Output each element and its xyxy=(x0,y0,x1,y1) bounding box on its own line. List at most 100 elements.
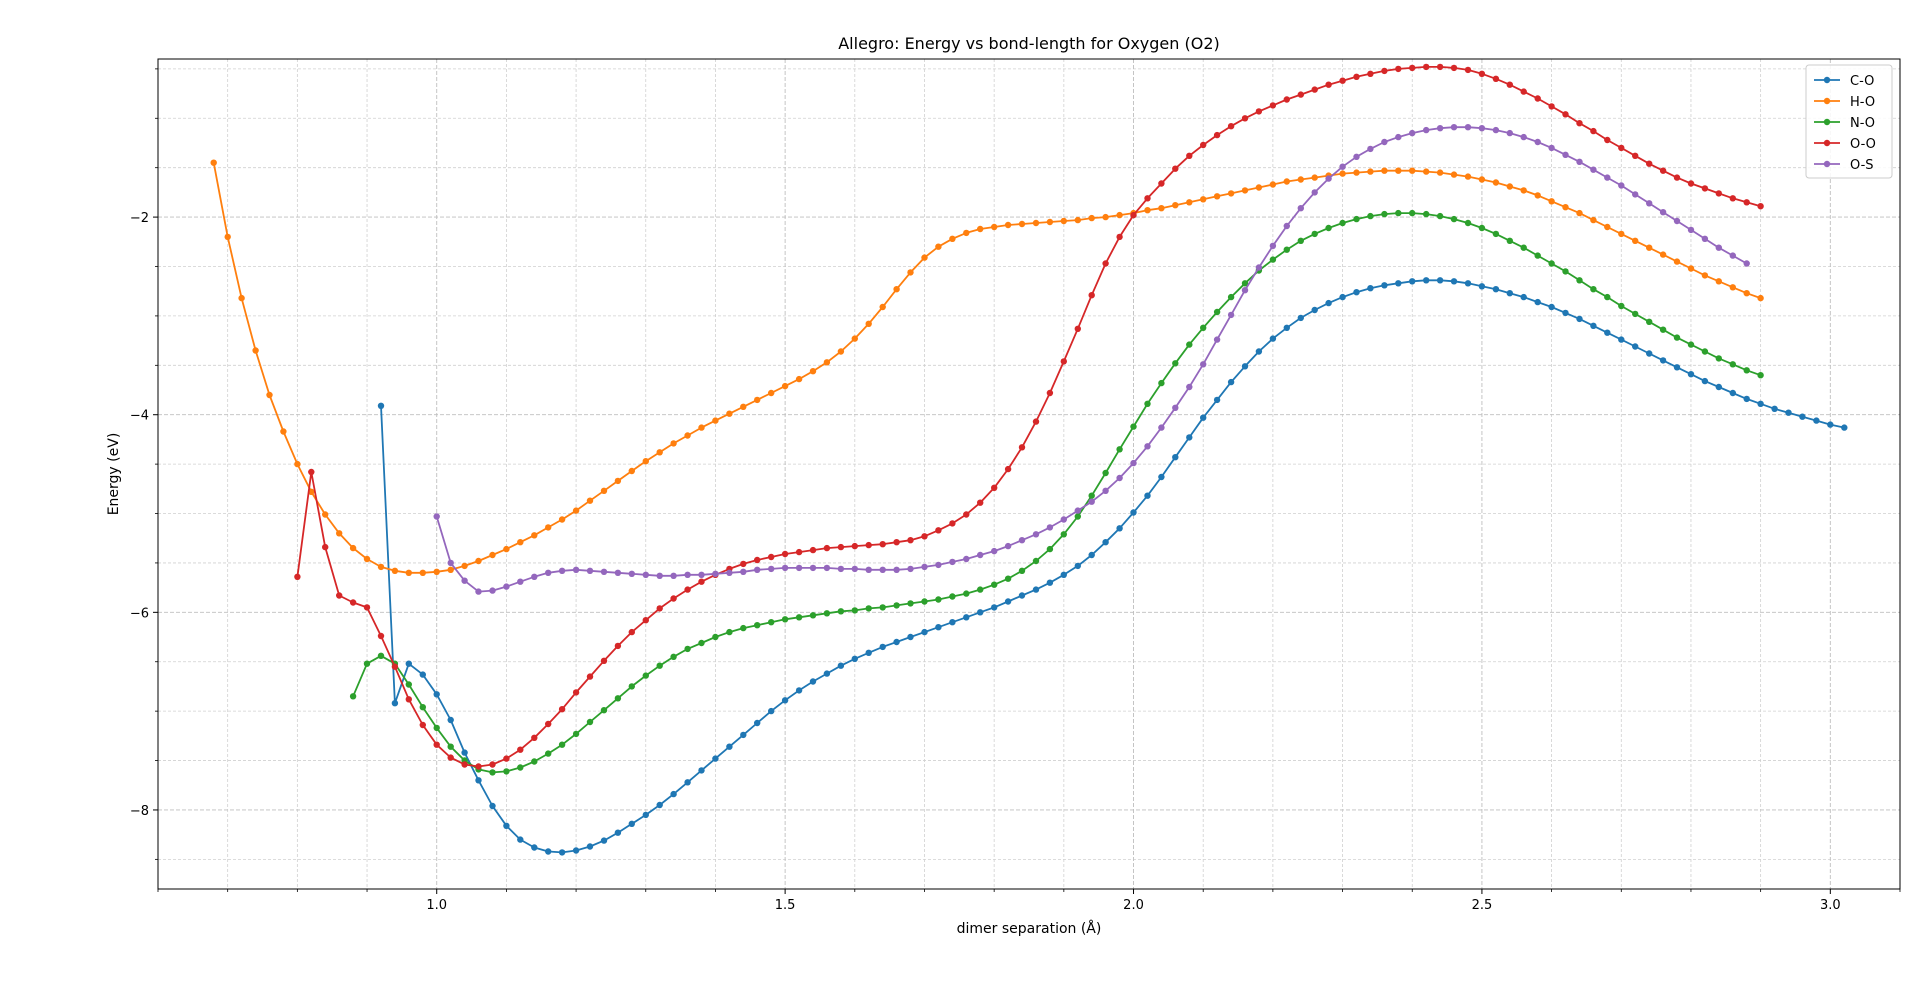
data-point-n-o xyxy=(419,704,426,711)
data-point-c-o xyxy=(837,662,845,669)
data-point-o-s xyxy=(1659,209,1667,216)
data-point-h-o xyxy=(545,524,552,531)
data-point-o-o xyxy=(1632,152,1639,159)
data-point-o-o xyxy=(935,527,942,534)
data-point-o-s xyxy=(698,571,705,578)
data-point-c-o xyxy=(1632,343,1639,350)
data-point-o-s xyxy=(795,564,803,572)
data-point-h-o xyxy=(1659,251,1667,258)
data-point-n-o xyxy=(921,598,928,605)
data-point-o-o xyxy=(1506,81,1514,88)
data-point-h-o xyxy=(1283,178,1291,185)
data-point-c-o xyxy=(419,671,426,678)
data-point-o-s xyxy=(1297,205,1305,212)
data-point-n-o xyxy=(1757,372,1764,379)
data-point-n-o xyxy=(656,662,663,669)
data-point-h-o xyxy=(1492,179,1500,186)
data-point-c-o xyxy=(1130,509,1137,516)
data-point-h-o xyxy=(1464,173,1472,180)
data-point-o-s xyxy=(1227,311,1235,319)
data-point-h-o xyxy=(1339,170,1346,177)
data-point-o-o xyxy=(1116,233,1123,241)
data-point-o-o xyxy=(1297,91,1305,98)
data-point-c-o xyxy=(879,643,886,651)
data-point-h-o xyxy=(1158,205,1165,212)
data-point-n-o xyxy=(893,602,900,609)
data-point-c-o xyxy=(628,820,635,827)
data-point-c-o xyxy=(754,719,761,727)
data-point-o-s xyxy=(963,555,970,563)
data-point-n-o xyxy=(907,600,914,607)
data-point-o-o xyxy=(545,720,552,728)
data-point-n-o xyxy=(781,616,789,623)
data-point-h-o xyxy=(1311,174,1318,181)
y-axis-label: Energy (eV) xyxy=(106,433,122,516)
data-point-o-s xyxy=(1576,158,1583,165)
data-point-n-o xyxy=(1604,293,1611,301)
data-point-o-o xyxy=(963,511,970,518)
data-point-n-o xyxy=(377,652,385,659)
data-point-n-o xyxy=(1130,423,1137,430)
data-point-c-o xyxy=(572,847,580,854)
data-point-o-o xyxy=(823,544,831,552)
data-point-c-o xyxy=(1116,525,1123,532)
chart-title: Allegro: Energy vs bond-length for Oxyge… xyxy=(838,34,1220,53)
data-point-h-o xyxy=(656,449,663,456)
data-point-c-o xyxy=(1520,293,1527,301)
data-point-o-s xyxy=(740,568,747,575)
data-point-n-o xyxy=(1213,308,1221,316)
data-point-c-o xyxy=(1757,400,1764,407)
data-point-c-o xyxy=(1743,395,1750,403)
data-point-c-o xyxy=(1367,285,1374,292)
data-point-n-o xyxy=(614,695,622,702)
data-point-o-s xyxy=(1604,174,1611,181)
series-n-o xyxy=(349,209,1764,776)
data-point-o-s xyxy=(1423,126,1430,134)
data-point-o-s xyxy=(1311,189,1318,196)
data-point-c-o xyxy=(795,687,803,694)
data-point-h-o xyxy=(336,530,343,537)
data-point-h-o xyxy=(447,566,454,573)
x-ticks: 1.0 1.5 2.0 2.5 3.0 xyxy=(157,889,1901,913)
data-point-h-o xyxy=(210,159,217,166)
data-point-n-o xyxy=(851,607,858,614)
data-point-n-o xyxy=(1562,268,1569,275)
data-point-c-o xyxy=(433,691,440,698)
data-point-o-s xyxy=(879,566,886,573)
data-point-c-o xyxy=(517,836,524,843)
data-point-c-o xyxy=(1673,364,1681,371)
data-point-c-o xyxy=(447,716,454,724)
data-point-h-o xyxy=(1701,272,1709,279)
data-point-o-o xyxy=(1283,96,1291,103)
data-point-h-o xyxy=(1423,168,1430,175)
data-point-c-o xyxy=(851,655,858,662)
data-point-o-s xyxy=(1102,487,1109,494)
data-point-h-o xyxy=(377,563,385,571)
data-point-n-o xyxy=(349,693,357,700)
data-point-o-o xyxy=(1102,260,1109,267)
data-point-o-s xyxy=(1492,126,1500,134)
data-point-o-o xyxy=(1269,102,1277,109)
data-point-o-o xyxy=(628,628,635,636)
data-point-o-o xyxy=(1018,444,1026,451)
data-point-o-o xyxy=(837,543,845,551)
data-point-n-o xyxy=(1520,244,1527,251)
data-point-n-o xyxy=(823,610,831,617)
data-point-h-o xyxy=(572,507,580,514)
data-point-h-o xyxy=(586,497,594,504)
data-point-n-o xyxy=(726,628,733,636)
data-point-h-o xyxy=(1506,183,1514,190)
data-point-o-s xyxy=(656,572,663,579)
data-point-h-o xyxy=(1646,244,1653,251)
data-point-o-s xyxy=(1186,383,1193,391)
data-point-n-o xyxy=(1060,531,1068,538)
data-point-h-o xyxy=(1715,278,1723,285)
data-point-o-s xyxy=(1729,252,1737,259)
data-point-o-s xyxy=(1213,336,1221,343)
data-point-n-o xyxy=(572,730,580,738)
data-point-n-o xyxy=(1186,341,1193,348)
data-point-n-o xyxy=(1701,348,1709,355)
data-point-o-s xyxy=(1325,175,1332,182)
data-point-o-o xyxy=(1241,115,1249,122)
data-point-c-o xyxy=(1478,283,1486,290)
